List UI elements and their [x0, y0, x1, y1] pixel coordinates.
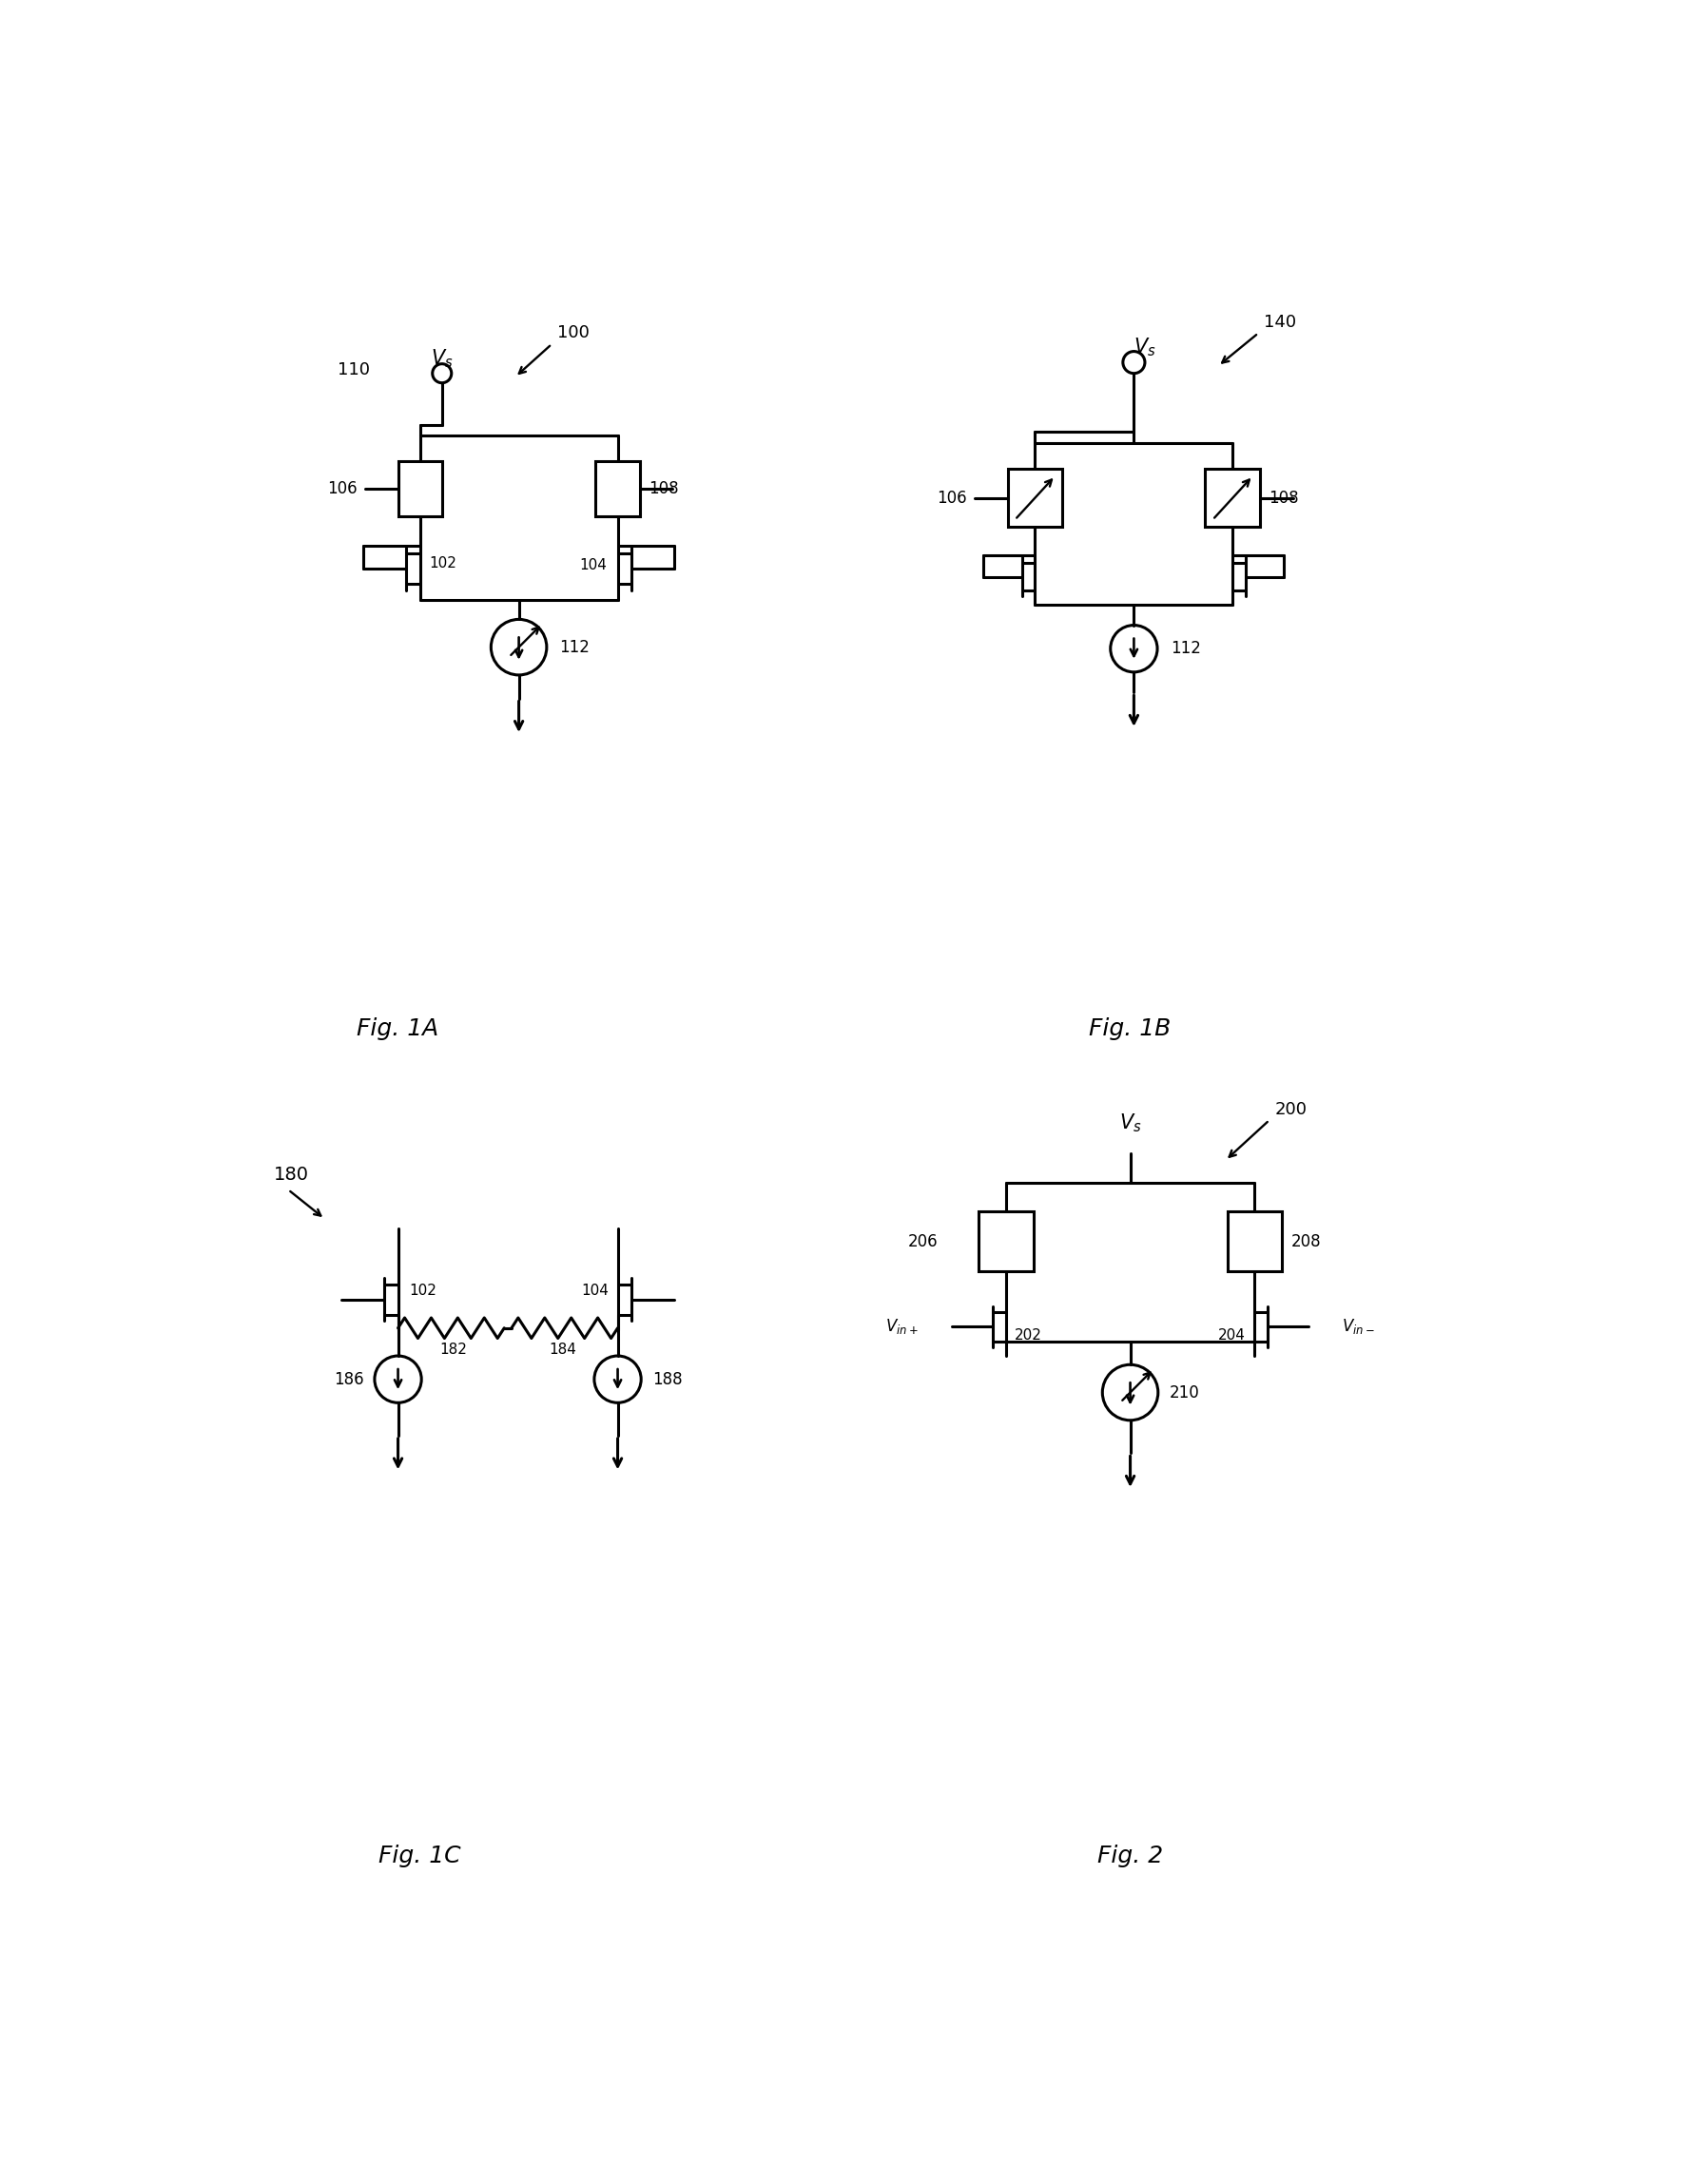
- Text: 108: 108: [1270, 489, 1300, 507]
- Text: 180: 180: [273, 1166, 309, 1184]
- Text: 182: 182: [440, 1343, 467, 1356]
- Text: 110: 110: [337, 360, 371, 378]
- Text: $V_{in-}$: $V_{in-}$: [1342, 1317, 1374, 1337]
- Text: Fig. 1B: Fig. 1B: [1089, 1018, 1172, 1040]
- Bar: [978, 1212, 1034, 1271]
- Text: 206: 206: [909, 1234, 937, 1249]
- Text: Fig. 1C: Fig. 1C: [379, 1845, 462, 1867]
- Text: 112: 112: [560, 638, 590, 655]
- Text: Fig. 2: Fig. 2: [1098, 1845, 1163, 1867]
- Text: 140: 140: [1264, 314, 1297, 330]
- Text: 184: 184: [550, 1343, 577, 1356]
- Text: 186: 186: [334, 1372, 364, 1387]
- Text: 102: 102: [410, 1284, 437, 1297]
- Text: $V_s$: $V_s$: [1120, 1112, 1141, 1136]
- Text: 188: 188: [652, 1372, 683, 1387]
- Text: $V_s$: $V_s$: [430, 347, 454, 369]
- Text: 112: 112: [1170, 640, 1200, 657]
- Bar: [398, 461, 442, 515]
- Text: $V_s$: $V_s$: [1133, 336, 1157, 358]
- Text: 104: 104: [580, 559, 607, 572]
- Bar: [1205, 470, 1259, 526]
- Text: $V_{in+}$: $V_{in+}$: [885, 1317, 919, 1337]
- Text: 100: 100: [558, 325, 590, 341]
- Text: 106: 106: [937, 489, 968, 507]
- Text: 202: 202: [1015, 1328, 1042, 1343]
- Bar: [595, 461, 639, 515]
- Text: 210: 210: [1168, 1385, 1199, 1400]
- Text: 106: 106: [327, 480, 357, 498]
- Text: 208: 208: [1291, 1234, 1322, 1249]
- Bar: [1227, 1212, 1281, 1271]
- Text: 108: 108: [649, 480, 678, 498]
- Text: 200: 200: [1275, 1101, 1307, 1118]
- Text: 204: 204: [1219, 1328, 1246, 1343]
- Bar: [1008, 470, 1062, 526]
- Text: 102: 102: [428, 557, 457, 570]
- Text: 104: 104: [582, 1284, 609, 1297]
- Text: Fig. 1A: Fig. 1A: [357, 1018, 438, 1040]
